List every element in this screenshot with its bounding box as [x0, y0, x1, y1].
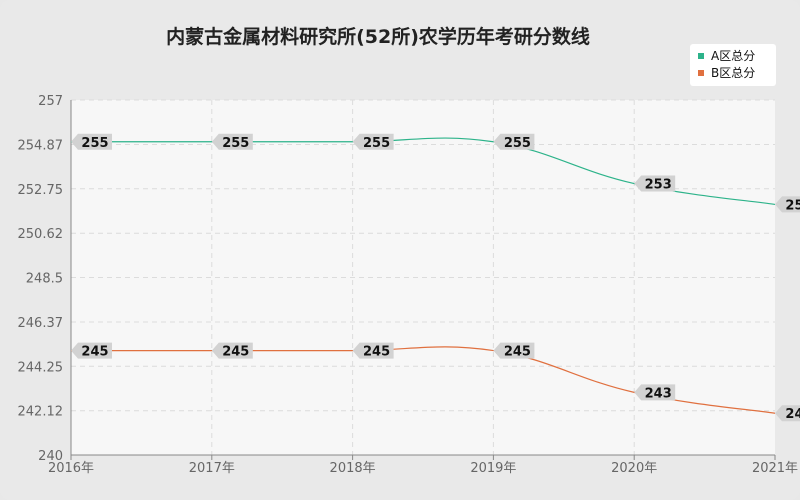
data-label: 255	[363, 136, 390, 151]
y-tick-label: 252.75	[18, 183, 64, 198]
data-label-tag	[352, 133, 394, 150]
x-tick-label: 2020年	[611, 461, 657, 476]
y-tick-label: 254.87	[18, 138, 64, 153]
data-label-tag	[211, 342, 253, 359]
x-tick-label: 2021年	[752, 461, 798, 476]
y-tick-label: 246.37	[18, 316, 64, 331]
data-label-tag	[211, 133, 253, 150]
data-label-tag	[493, 133, 535, 150]
legend-label: B区总分	[711, 66, 755, 80]
data-label: 245	[504, 345, 531, 360]
y-tick-label: 248.5	[26, 272, 63, 287]
data-label-tag	[71, 133, 112, 150]
data-label-tag	[352, 342, 394, 359]
y-tick-label: 242.12	[18, 405, 64, 420]
data-label: 245	[222, 345, 249, 360]
plot-area: 240 242.12 244.25 246.37 248.5 250.62 252.75 25…	[18, 94, 800, 476]
data-label: 243	[645, 386, 672, 401]
data-label-tag	[775, 196, 800, 213]
data-label: 255	[81, 136, 108, 151]
data-label-tag	[71, 342, 112, 359]
y-tick-label: 240	[38, 449, 63, 464]
x-tick-label: 2018年	[330, 461, 376, 476]
data-label-tag	[493, 342, 535, 359]
data-label: 255	[222, 136, 249, 151]
x-tick-label: 2017年	[189, 461, 235, 476]
data-label-tag	[634, 384, 676, 401]
data-label: 253	[645, 178, 672, 193]
data-label: 242	[785, 407, 800, 422]
legend-marker	[698, 70, 704, 76]
chart-title: 内蒙古金属材料研究所(52所)农学历年考研分数线	[166, 25, 590, 48]
x-tick-label: 2019年	[470, 461, 516, 476]
data-label: 252	[785, 198, 800, 213]
data-label: 255	[504, 136, 531, 151]
y-tick-label: 257	[38, 94, 63, 109]
data-label-tag	[634, 175, 676, 192]
data-label: 245	[81, 345, 108, 360]
legend-label: A区总分	[711, 49, 755, 63]
x-tick-label: 2016年	[48, 461, 94, 476]
data-label-tag	[775, 405, 800, 422]
legend-marker	[698, 53, 704, 59]
data-label: 245	[363, 345, 390, 360]
legend-box	[690, 44, 776, 86]
legend: A区总分 B区总分	[690, 44, 776, 86]
y-tick-label: 250.62	[18, 227, 64, 242]
y-tick-label: 244.25	[18, 360, 64, 375]
